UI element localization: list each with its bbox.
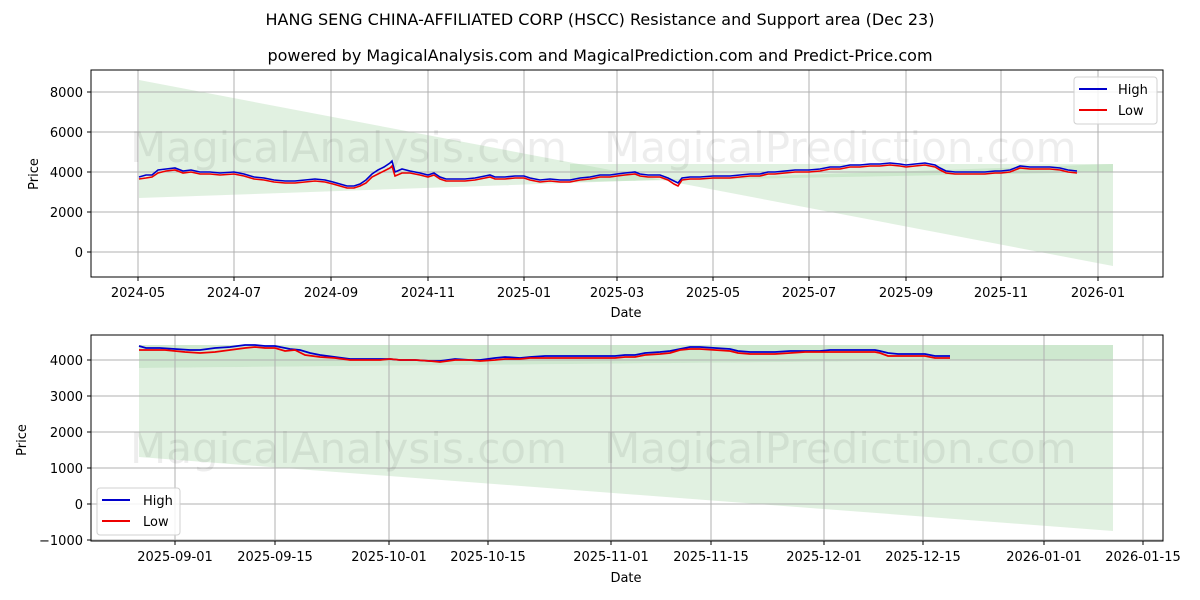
x-tick-label: 2025-03 <box>590 286 644 301</box>
y-tick-label: 3000 <box>50 390 83 405</box>
x-tick-label: 2025-11 <box>974 286 1028 301</box>
bottom-x-tick-labels: 2025-09-01 2025-09-15 2025-10-01 2025-10… <box>137 550 1181 565</box>
bottom-low-line <box>139 346 950 363</box>
bottom-legend: High Low <box>96 487 181 536</box>
bottom-support-band <box>139 359 1113 531</box>
x-tick-label: 2026-01 <box>1071 286 1125 301</box>
top-axes-frame <box>90 69 1164 278</box>
y-tick-label: 8000 <box>50 86 83 101</box>
bottom-grid <box>91 335 1163 541</box>
y-tick-label: 4000 <box>50 354 83 369</box>
top-low-line <box>138 164 1078 189</box>
bottom-y-axis-label: Price <box>15 424 30 456</box>
y-tick-label: 2000 <box>50 206 83 221</box>
x-tick-label: 2025-10-01 <box>351 550 427 565</box>
x-tick-label: 2025-12-15 <box>885 550 961 565</box>
x-tick-label: 2024-11 <box>401 286 455 301</box>
watermark-left-bottom: MagicalAnalysis.com <box>130 424 567 473</box>
x-tick-label: 2026-01-15 <box>1105 550 1181 565</box>
legend-high-label: High <box>143 494 173 509</box>
top-y-tick-labels: 8000 6000 4000 2000 0 <box>50 86 83 261</box>
watermark-left: MagicalAnalysis.com <box>130 123 567 172</box>
x-tick-label: 2024-07 <box>207 286 261 301</box>
x-tick-label: 2025-09-01 <box>137 550 213 565</box>
bottom-axes-frame <box>90 334 1164 542</box>
x-tick-label: 2025-09-15 <box>237 550 313 565</box>
y-tick-label: 1000 <box>50 462 83 477</box>
y-tick-label: −1000 <box>39 534 83 549</box>
chart-title: HANG SENG CHINA-AFFILIATED CORP (HSCC) R… <box>265 10 935 29</box>
top-high-line <box>138 159 1078 187</box>
watermark-right: MagicalPrediction.com <box>604 123 1077 172</box>
x-tick-label: 2025-10-15 <box>450 550 526 565</box>
top-legend: High Low <box>1073 76 1158 125</box>
x-tick-label: 2025-01 <box>497 286 551 301</box>
x-tick-label: 2024-09 <box>304 286 358 301</box>
x-tick-label: 2025-07 <box>782 286 836 301</box>
x-tick-label: 2026-01-01 <box>1006 550 1082 565</box>
x-tick-label: 2025-11-01 <box>573 550 649 565</box>
y-tick-label: 0 <box>75 246 83 261</box>
top-x-ticks <box>137 277 1099 281</box>
legend-low-label: Low <box>143 515 169 530</box>
top-resistance-band <box>570 164 1113 182</box>
bottom-x-ticks <box>174 541 1144 545</box>
top-y-ticks <box>87 91 91 253</box>
bottom-chart: MagicalAnalysis.com MagicalPrediction.co… <box>15 334 1181 586</box>
top-x-axis-label: Date <box>610 306 641 321</box>
bottom-y-tick-labels: 4000 3000 2000 1000 0 −1000 <box>39 354 83 549</box>
legend-high-label: High <box>1118 83 1148 98</box>
chart-subtitle: powered by MagicalAnalysis.com and Magic… <box>267 46 933 65</box>
x-tick-label: 2025-09 <box>879 286 933 301</box>
top-y-axis-label: Price <box>27 158 42 190</box>
legend-low-label: Low <box>1118 104 1144 119</box>
bottom-y-ticks <box>87 359 91 541</box>
y-tick-label: 4000 <box>50 166 83 181</box>
x-tick-label: 2024-05 <box>111 286 165 301</box>
watermark-right-bottom: MagicalPrediction.com <box>604 424 1077 473</box>
bottom-high-line <box>138 344 950 362</box>
x-tick-label: 2025-11-15 <box>673 550 749 565</box>
y-tick-label: 0 <box>75 498 83 513</box>
top-chart: MagicalAnalysis.com MagicalPrediction.co… <box>27 69 1164 321</box>
top-x-tick-labels: 2024-05 2024-07 2024-09 2024-11 2025-01 … <box>111 286 1125 301</box>
y-tick-label: 6000 <box>50 126 83 141</box>
x-tick-label: 2025-12-01 <box>786 550 862 565</box>
y-tick-label: 2000 <box>50 426 83 441</box>
bottom-x-axis-label: Date <box>610 571 641 586</box>
x-tick-label: 2025-05 <box>686 286 740 301</box>
